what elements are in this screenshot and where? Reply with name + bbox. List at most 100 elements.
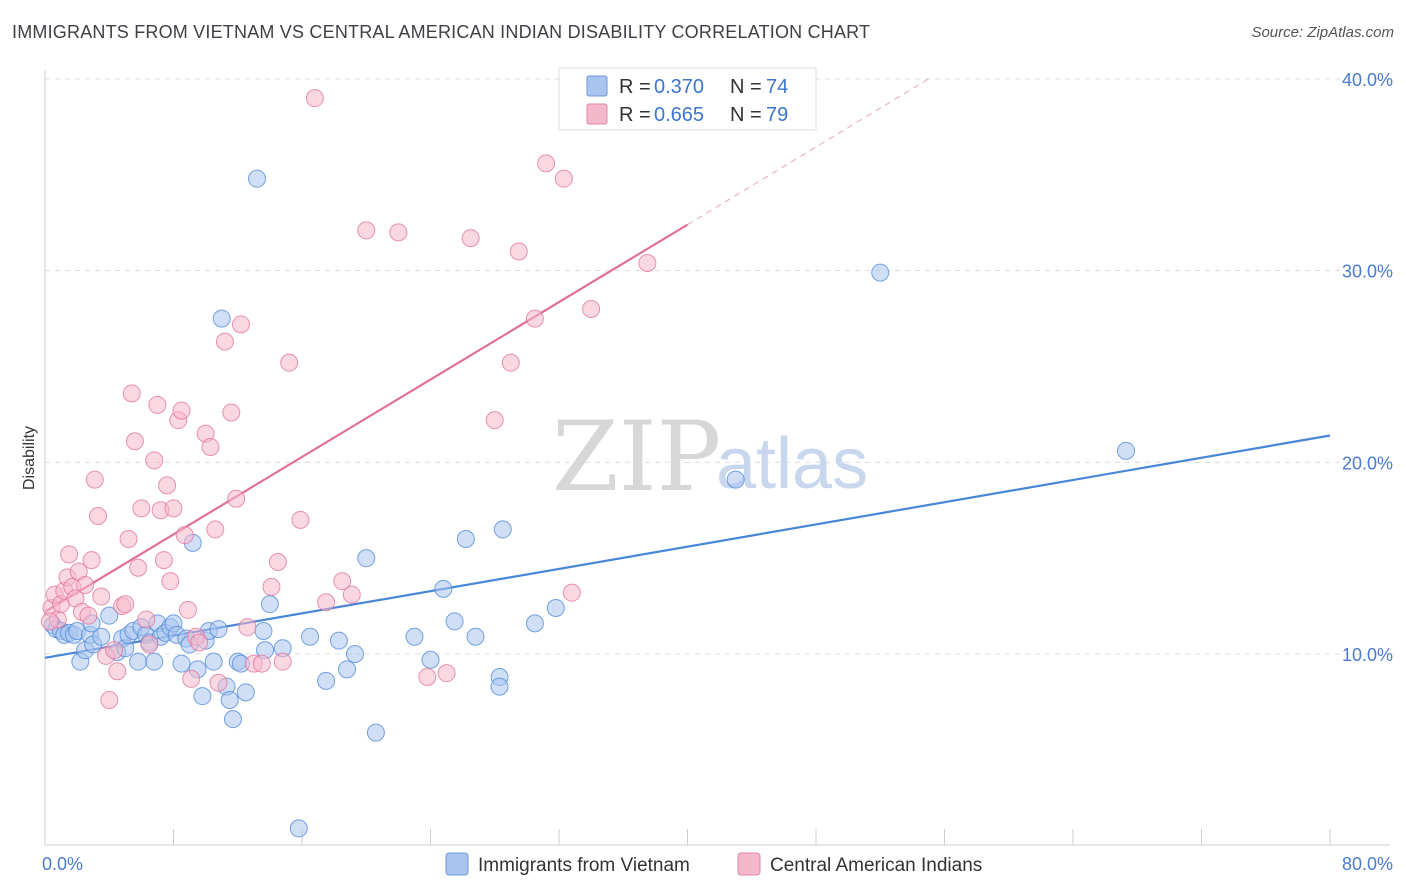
data-point xyxy=(108,662,127,681)
trend-line-0 xyxy=(44,434,1331,659)
data-point xyxy=(129,652,148,671)
data-point xyxy=(209,620,228,639)
data-point xyxy=(119,530,138,548)
data-point xyxy=(466,627,485,646)
bottom-legend-label-central-american: Central American Indians xyxy=(770,855,982,876)
data-point xyxy=(132,499,151,518)
data-point xyxy=(280,353,299,372)
data-point xyxy=(82,551,101,570)
data-point xyxy=(357,549,376,568)
watermark-atlas: atlas xyxy=(716,424,868,504)
data-point xyxy=(456,530,475,548)
data-point xyxy=(201,438,220,456)
x-tick-label: 0.0% xyxy=(42,854,83,874)
data-point xyxy=(317,593,336,612)
legend-swatch-central-american xyxy=(586,103,608,125)
data-point xyxy=(100,691,119,709)
data-point xyxy=(129,558,148,577)
legend-r-value-vietnam: 0.370 xyxy=(654,76,704,98)
data-point xyxy=(100,606,119,625)
y-tick-label: 20.0% xyxy=(1342,453,1393,473)
data-point xyxy=(305,89,324,108)
data-point xyxy=(1117,441,1136,460)
data-point xyxy=(405,627,424,646)
y-tick-labels: 10.0% 20.0% 30.0% 40.0% xyxy=(1342,70,1393,665)
data-point xyxy=(342,585,361,604)
x-tick-labels: 0.0% 80.0% xyxy=(42,854,1393,874)
data-point xyxy=(89,507,108,525)
data-point xyxy=(252,654,271,673)
data-point xyxy=(212,309,231,328)
trend-lines xyxy=(44,78,1331,659)
data-point xyxy=(301,627,320,646)
data-point xyxy=(418,668,437,686)
data-point xyxy=(172,401,191,420)
data-point xyxy=(206,520,225,539)
y-tick-label: 30.0% xyxy=(1342,262,1393,282)
legend-n-value-central-american: 79 xyxy=(766,104,788,126)
legend-r-label-central-american: R = xyxy=(619,104,651,126)
y-axis-label: Disability xyxy=(21,426,38,490)
data-point xyxy=(236,683,255,702)
data-point xyxy=(726,470,745,489)
data-point xyxy=(105,641,124,660)
legend-r-label-vietnam: R = xyxy=(619,76,651,98)
data-point xyxy=(525,309,544,328)
data-point xyxy=(291,510,310,529)
data-point xyxy=(333,572,352,591)
data-point xyxy=(317,671,336,690)
data-point xyxy=(337,660,356,679)
data-point xyxy=(92,587,111,606)
chart-title: IMMIGRANTS FROM VIETNAM VS CENTRAL AMERI… xyxy=(12,22,871,42)
legend: R = 0.370 N = 74 R = 0.665 N = 79 xyxy=(558,67,817,131)
data-point xyxy=(178,600,197,619)
y-tick-label: 10.0% xyxy=(1342,645,1393,665)
data-point xyxy=(289,819,308,838)
data-point xyxy=(254,622,273,640)
data-point xyxy=(501,353,520,372)
data-point xyxy=(140,635,159,654)
data-point xyxy=(493,520,512,539)
data-point xyxy=(172,654,191,673)
data-point xyxy=(164,499,183,518)
data-point xyxy=(125,432,144,451)
data-point xyxy=(437,664,456,683)
data-point xyxy=(204,652,223,671)
data-point xyxy=(490,677,509,696)
data-point xyxy=(154,551,173,570)
legend-swatch-vietnam xyxy=(586,75,608,97)
data-point xyxy=(182,669,201,688)
data-point xyxy=(238,618,257,637)
data-point xyxy=(461,229,480,248)
data-point xyxy=(60,545,79,564)
legend-n-label-vietnam: N = xyxy=(730,76,762,98)
data-point xyxy=(537,154,556,173)
y-tick-label: 40.0% xyxy=(1342,70,1393,90)
legend-n-value-vietnam: 74 xyxy=(766,76,788,98)
data-point xyxy=(248,169,267,188)
data-point xyxy=(92,627,111,646)
data-point xyxy=(148,395,167,414)
legend-n-label-central-american: N = xyxy=(730,104,762,126)
data-points xyxy=(40,89,1136,838)
watermark: ZIP atlas xyxy=(552,401,868,513)
data-point xyxy=(231,315,250,334)
data-point xyxy=(145,652,164,671)
data-point xyxy=(421,650,440,669)
data-point xyxy=(329,631,348,650)
watermark-zip: ZIP xyxy=(552,401,721,513)
data-point xyxy=(145,451,164,470)
data-point xyxy=(445,612,464,631)
data-point xyxy=(638,254,657,272)
data-point xyxy=(215,332,234,351)
data-point xyxy=(389,223,408,242)
trend-line-extension-1 xyxy=(687,78,929,226)
data-point xyxy=(260,595,279,614)
data-point xyxy=(190,633,209,652)
data-point xyxy=(222,403,241,422)
data-point xyxy=(546,599,565,617)
data-point xyxy=(76,576,95,594)
data-point xyxy=(175,526,194,545)
bottom-legend-swatch-vietnam xyxy=(445,852,469,876)
